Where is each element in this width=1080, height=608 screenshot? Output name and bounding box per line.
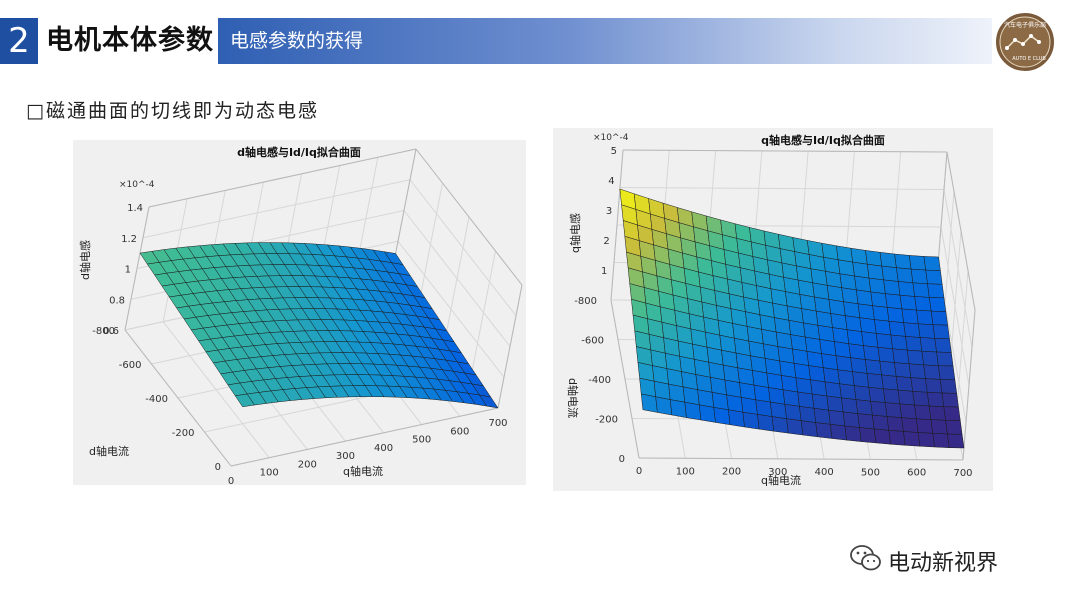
x-tick-label: 600 [907, 468, 926, 479]
club-logo: 汽车电子俱乐部 AUTO E CLUB [993, 10, 1057, 74]
x-tick-label: 0 [228, 476, 234, 485]
z-tick-label: 1.4 [127, 203, 143, 214]
tick-labels: 01002003004005006007000-200-400-600-8000… [92, 203, 507, 485]
surface-mesh [139, 242, 499, 409]
sub-title: 电感参数的获得 [230, 30, 364, 52]
bullet-text: □磁通曲面的切线即为动态电感 [26, 100, 319, 122]
z-tick-label: 0.8 [109, 295, 125, 306]
x-tick-label: 500 [412, 435, 431, 446]
x-tick-label: 300 [336, 451, 355, 462]
chart-title: q轴电感与Id/Iq拟合曲面 [761, 133, 885, 147]
x-tick-label: 100 [676, 466, 695, 477]
y-tick-label: -200 [172, 428, 195, 439]
logo-text-bottom: AUTO E CLUB [1012, 56, 1046, 62]
y-tick-label: -800 [574, 296, 597, 307]
y-tick-label: -200 [595, 415, 618, 426]
z-tick-label: 1.2 [121, 234, 137, 245]
x-tick-label: 200 [722, 467, 741, 478]
x-tick-label: 300 [768, 467, 787, 478]
z-axis-label: q轴电感 [568, 213, 582, 253]
x-tick-label: 400 [374, 443, 393, 454]
z-tick-label: 0.6 [103, 326, 119, 337]
x-tick-label: 700 [488, 418, 507, 429]
tick-labels: 0 100 200 300 400 500 600 700 0 -200 -400 -600 -800 1… [574, 146, 972, 479]
y-tick-label: 0 [619, 454, 625, 465]
wechat-watermark-icon [848, 540, 884, 580]
z-axis-label: d轴电感 [78, 240, 92, 280]
y-tick-label: -400 [588, 375, 611, 386]
logo-text-top: 汽车电子俱乐部 [1004, 21, 1046, 29]
x-axis-label: q轴电流 [343, 464, 383, 478]
x-tick-label: 100 [260, 468, 279, 479]
z-tick-label: 2 [603, 236, 609, 247]
x-tick-label: 500 [861, 467, 880, 478]
d-axis-surface-plot: 0 100 200 300 400 500 600 700 0 -200 -400 -600 -800 0… [73, 140, 526, 485]
y-tick-label: -400 [145, 394, 168, 405]
y-axis-label: d轴电流 [89, 444, 129, 458]
x-tick-label: 700 [953, 468, 972, 479]
watermark-text: 电动新视界 [888, 551, 999, 576]
y-tick-label: -600 [119, 360, 142, 371]
y-tick-label: -600 [581, 336, 604, 347]
z-exponent-label: ×10^-4 [593, 133, 629, 143]
header-bar [218, 18, 992, 64]
z-tick-label: 1 [125, 265, 131, 276]
surface-mesh [619, 188, 965, 449]
chart-title: d轴电感与Id/Iq拟合曲面 [237, 145, 361, 159]
x-axis-label: q轴电流 [761, 473, 801, 487]
x-tick-label: 400 [815, 467, 834, 478]
y-tick-label: 0 [215, 462, 221, 473]
z-exponent-label: ×10^-4 [119, 180, 155, 190]
z-tick-label: 4 [608, 176, 614, 187]
x-tick-label: 0 [636, 466, 642, 477]
z-tick-label: 5 [611, 146, 617, 157]
x-tick-label: 600 [450, 426, 469, 437]
q-axis-surface-plot: 0 100 200 300 400 500 600 700 0 -200 -400 -600 -800 1… [553, 128, 993, 491]
z-tick-label: 1 [601, 266, 607, 277]
y-tick-label: -800 [92, 326, 115, 337]
main-title: 电机本体参数 [46, 25, 214, 56]
y-axis-label: d轴电流 [566, 378, 580, 418]
x-tick-label: 200 [298, 459, 317, 470]
section-number: 2 [0, 18, 38, 64]
z-tick-label: 3 [606, 206, 612, 217]
